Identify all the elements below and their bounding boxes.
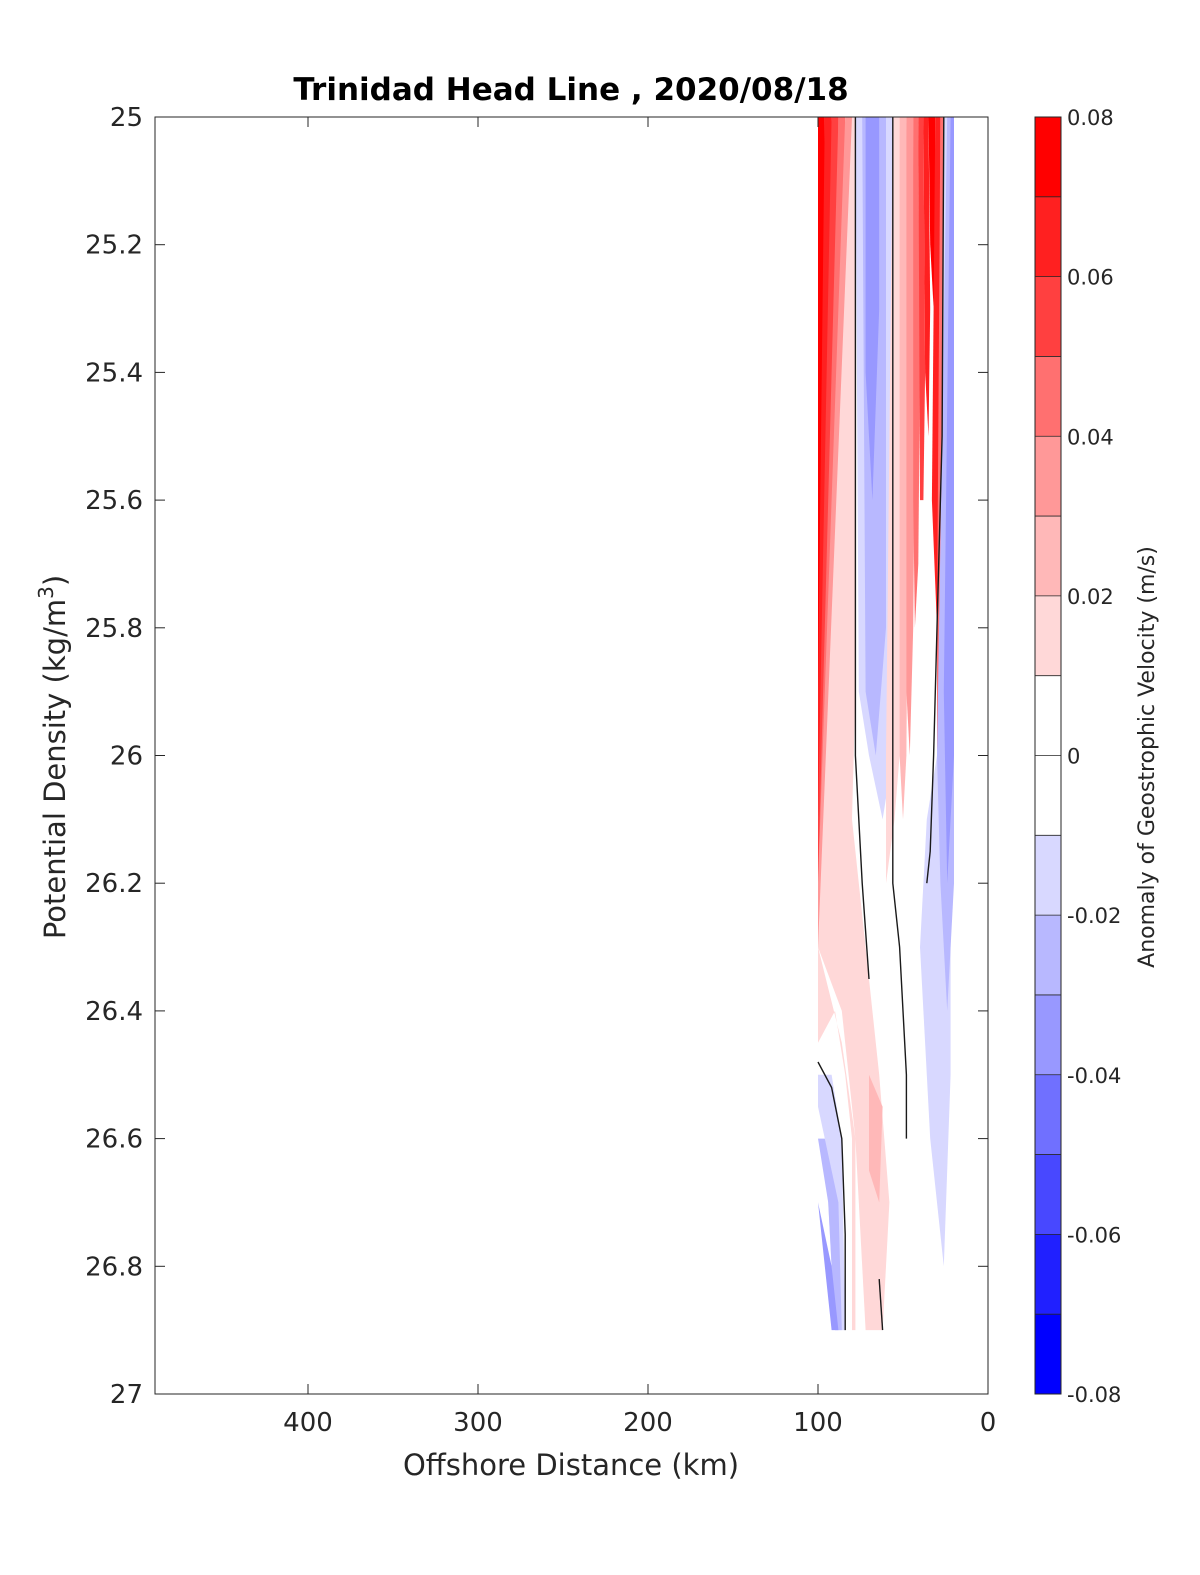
y-tick-label: 25.4: [85, 358, 143, 388]
contour-line-layer: [817, 116, 945, 1331]
colorbar-swatch: [1035, 1314, 1061, 1395]
colorbar-tick-label: 0: [1067, 745, 1080, 769]
colorbar-swatch: [1035, 994, 1061, 1076]
colorbar-swatch: [1035, 356, 1061, 437]
colorbar-swatch: [1035, 196, 1061, 278]
y-axis-label-text: Potential Density (kg/m: [38, 599, 72, 939]
x-tick-label: 400: [283, 1408, 333, 1438]
colorbar-swatch: [1035, 675, 1061, 756]
colorbar-tick-label: -0.06: [1067, 1223, 1121, 1247]
colorbar-swatch: [1035, 516, 1061, 597]
contour-region-24: [818, 1202, 839, 1331]
y-axis: 25 25.2 25.4 25.6 25.8 26 26.2 26.4 26.6 26.8 27: [85, 103, 988, 1410]
colorbar-tick-label: -0.02: [1067, 904, 1121, 928]
contour-region-5: [818, 117, 890, 1331]
y-tick-label: 25: [110, 103, 143, 133]
contour-region-16: [928, 117, 936, 309]
x-axis: 400 300 200 100 0: [283, 117, 996, 1438]
y-axis-label-close: ): [38, 575, 72, 586]
colorbar-swatch: [1035, 835, 1061, 916]
colorbar-tick-label: 0.04: [1067, 425, 1114, 449]
colorbar-tick-label: -0.08: [1067, 1383, 1121, 1407]
colorbar-tick-label: 0.08: [1067, 106, 1114, 130]
x-tick-label: 300: [453, 1408, 503, 1438]
x-tick-label: 0: [980, 1408, 997, 1438]
contour-region-15: [923, 117, 931, 437]
y-tick-label: 25.6: [85, 486, 143, 516]
y-tick-label: 25.8: [85, 614, 143, 644]
colorbar-tick-label: -0.04: [1067, 1064, 1121, 1088]
y-tick-label: 25.2: [85, 231, 143, 261]
y-tick-label: 26.6: [85, 1125, 143, 1155]
y-axis-label-superscript: 3: [34, 586, 58, 599]
contour-region-10: [886, 117, 903, 884]
contour-region-23: [818, 1138, 842, 1331]
colorbar-swatch: [1035, 1074, 1061, 1156]
contour-line-0: [854, 117, 870, 980]
y-tick-label: 27: [110, 1380, 143, 1410]
contour-region-9: [865, 117, 880, 501]
colorbar-tick-label: 0.02: [1067, 585, 1114, 609]
contour-line-4: [878, 1279, 884, 1331]
colorbar-swatch: [1035, 117, 1061, 198]
colorbar-swatch: [1035, 595, 1061, 677]
plot-area: 400 300 200 100 0 25 25.2 25.4 25.6 25.8 26 26.2 26…: [85, 103, 996, 1438]
colorbar-ticks: 0.08 0.06 0.04 0.02 0 -0.02 -0.04 -0.06 -0.08: [1067, 106, 1121, 1407]
colorbar-swatches: [1035, 117, 1061, 1395]
colorbar-swatch: [1035, 755, 1061, 836]
contour-line-1: [892, 117, 908, 1139]
contour-line-2: [926, 116, 945, 884]
colorbar-swatch: [1035, 1234, 1061, 1315]
chart-title: Trinidad Head Line , 2020/08/18: [293, 72, 848, 108]
x-tick-label: 100: [793, 1408, 843, 1438]
contour-region-14: [918, 117, 926, 501]
contour-region-6: [869, 1074, 883, 1203]
contour-region-11: [899, 117, 909, 820]
y-tick-label: 26: [110, 742, 143, 772]
colorbar-swatch: [1035, 915, 1061, 996]
colorbar-swatch: [1035, 436, 1061, 517]
contour-region-12: [906, 117, 915, 756]
colorbar-frame: [1034, 116, 1062, 1395]
contour-line-3: [817, 1061, 846, 1331]
x-tick-label: 200: [623, 1408, 673, 1438]
colorbar-swatch: [1035, 1154, 1061, 1235]
colorbar: 0.08 0.06 0.04 0.02 0 -0.02 -0.04 -0.06 -0.08 An…: [1034, 106, 1160, 1407]
y-axis-label: Potential Density (kg/m3): [34, 575, 72, 939]
colorbar-label: Anomaly of Geostrophic Velocity (m/s): [1135, 546, 1160, 968]
y-tick-label: 26.8: [85, 1252, 143, 1282]
y-tick-label: 26.2: [85, 869, 143, 899]
contour-region-13: [913, 117, 920, 628]
contour-region-21: [943, 117, 954, 884]
x-axis-label: Offshore Distance (km): [403, 1448, 739, 1482]
colorbar-tick-label: 0.06: [1067, 266, 1114, 290]
colorbar-swatch: [1035, 276, 1061, 357]
y-tick-label: 26.4: [85, 997, 143, 1027]
